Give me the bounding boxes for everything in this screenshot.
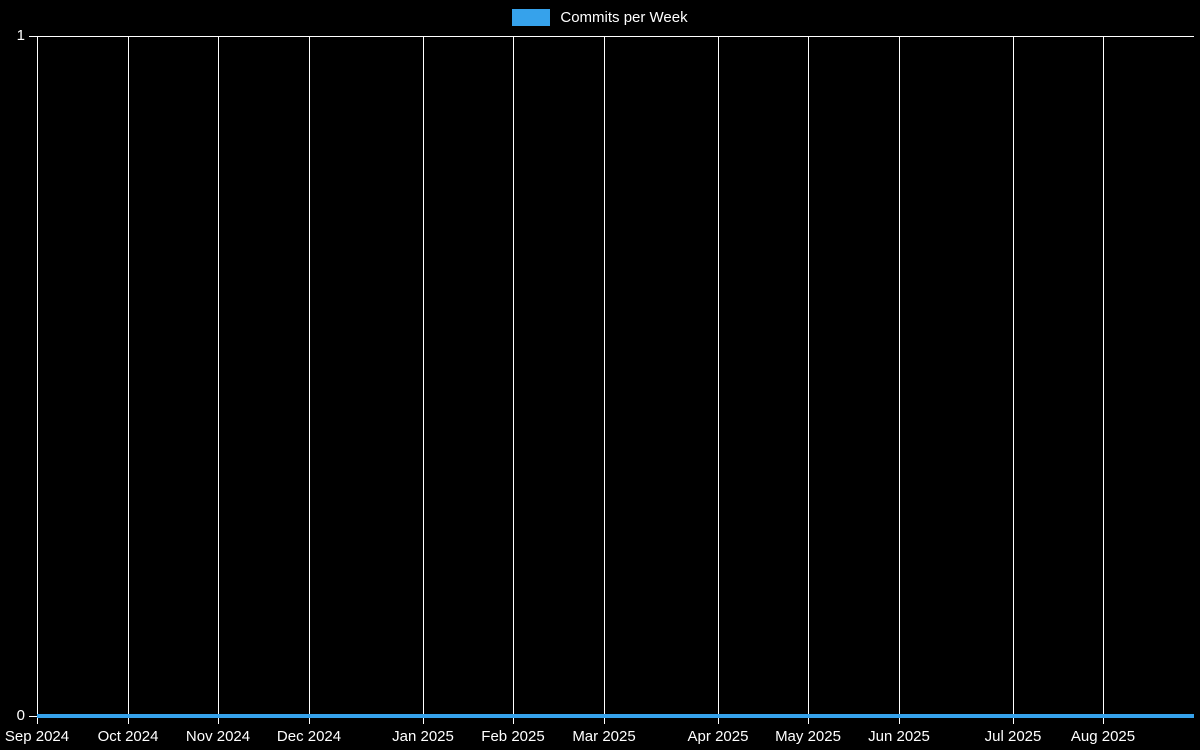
chart-legend: Commits per Week bbox=[0, 9, 1200, 26]
legend-item-commits-per-week[interactable]: Commits per Week bbox=[512, 9, 688, 26]
y-axis-label-min: 0 bbox=[16, 707, 25, 724]
y-axis-label-max: 1 bbox=[16, 27, 25, 44]
legend-label: Commits per Week bbox=[560, 9, 688, 26]
legend-swatch-icon bbox=[512, 9, 551, 26]
